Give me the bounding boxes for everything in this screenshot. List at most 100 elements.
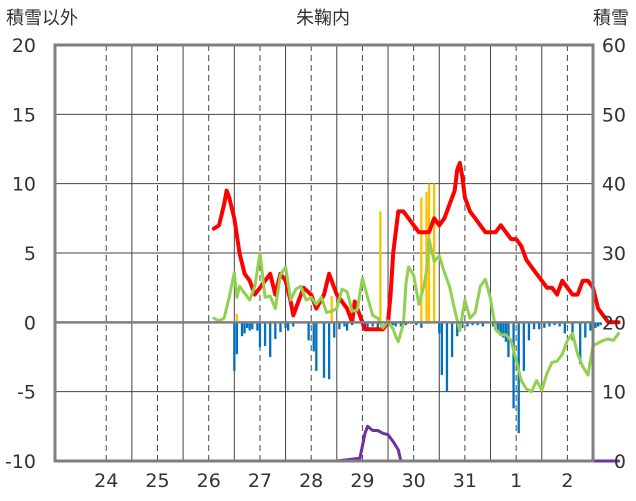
right-tick-label: 60 [602,35,626,57]
left-axis-title: 積雪以外 [6,8,78,29]
right-axis-title: 積雪 [593,8,629,29]
precip-bar-negative [248,322,251,331]
precip-bar-negative [438,322,441,334]
precip-bar-positive [420,197,423,323]
precip-bar-negative [307,322,310,341]
precip-bar-negative [233,322,236,371]
precip-bar-negative [461,322,464,328]
right-tick-label: 0 [614,451,626,473]
precip-bar-negative [599,322,602,326]
precip-bar-negative [481,322,484,327]
x-tick-label: 1 [510,470,522,492]
precip-bar-negative [338,322,341,330]
precip-bar-negative [279,322,282,333]
axis-layer [53,43,595,463]
precip-bar-negative [312,322,315,352]
precip-bar-negative [256,322,259,331]
precip-bar-negative [563,322,566,334]
precip-bar-negative [517,322,520,434]
precip-bar-negative [497,322,500,331]
precip-bar-negative [579,322,582,364]
precip-bar-negative [251,322,254,330]
precip-bar-negative [245,322,249,328]
precip-bar-negative [538,322,541,330]
left-tick-label: 10 [12,174,36,196]
precip-bar-negative [466,322,469,327]
precip-bar-negative [392,322,395,326]
precip-bar-negative [589,322,592,331]
x-tick-label: 31 [453,470,477,492]
precip-bar-negative [476,322,479,326]
x-tick-label: 2 [561,470,573,492]
precip-bar-negative [594,322,597,328]
precip-bar-negative [376,322,379,331]
precip-bar-negative [553,322,556,326]
precip-bar-negative [327,322,331,380]
right-tick-label: 30 [602,243,626,265]
precip-bar-negative [292,322,295,327]
x-tick-label: 26 [197,470,221,492]
precip-bar-negative [471,322,474,326]
precip-bar-negative [263,322,267,346]
precip-bar-negative [415,322,418,326]
right-tick-label: 40 [602,174,626,196]
right-tick-label: 20 [602,312,626,334]
left-tick-label: -10 [5,451,36,473]
temperature-line [212,237,621,394]
precip-bar-negative [322,322,326,378]
precip-bar-positive [235,314,239,323]
precip-bar-negative [258,322,262,348]
precip-bar-negative [243,322,246,334]
precip-bar-negative [315,322,318,371]
precip-bar-negative [491,322,495,327]
precip-bar-negative [284,322,287,328]
x-tick-label: 29 [350,470,374,492]
precip-bar-positive [433,183,436,323]
precip-bar-positive [330,295,333,323]
precip-bar-negative [399,322,403,327]
chart-title: 朱鞠内 [296,8,350,29]
precip-bar-negative [548,322,551,327]
precip-bar-positive [379,211,382,323]
precip-bar-negative [532,322,536,330]
left-tick-label: 15 [12,104,36,126]
precip-bar-negative [366,322,369,330]
precip-bar-negative [274,322,277,339]
x-tick-label: 24 [94,470,118,492]
precip-bar-negative [394,322,397,327]
precip-bar-negative [333,322,336,338]
precip-bar-negative [404,322,408,326]
precip-bar-negative [504,322,508,342]
x-tick-label: 28 [299,470,323,492]
precip-bar-negative [522,322,525,371]
precip-bar-negative [558,322,561,327]
left-tick-label: 5 [24,243,36,265]
precip-bar-negative [596,322,600,327]
precip-bar-negative [512,322,515,409]
left-tick-label: 20 [12,35,36,57]
precip-bar-negative [571,322,574,341]
precip-bar-negative [269,322,272,357]
precip-bar-negative [286,322,290,331]
precip-bar-negative [440,322,444,376]
left-tick-label: -5 [17,382,36,404]
precip-bar-negative [527,322,531,341]
x-tick-label: 25 [145,470,169,492]
precip-bar-negative [502,322,505,338]
precip-bar-negative [499,322,502,335]
precip-bar-negative [371,322,374,327]
x-tick-label: 27 [248,470,272,492]
precip-bar-negative [445,322,449,392]
precip-bar-negative [543,322,546,328]
x-tick-label: 30 [402,470,426,492]
precip-bar-negative [343,322,346,327]
precip-bar-negative [235,322,239,355]
precip-bar-negative [584,322,587,338]
left-tick-label: 0 [24,312,36,334]
precip-bar-negative [420,322,423,328]
precip-bar-negative [240,322,244,337]
precip-bar-negative [345,322,349,331]
precip-bar-negative [450,322,454,357]
